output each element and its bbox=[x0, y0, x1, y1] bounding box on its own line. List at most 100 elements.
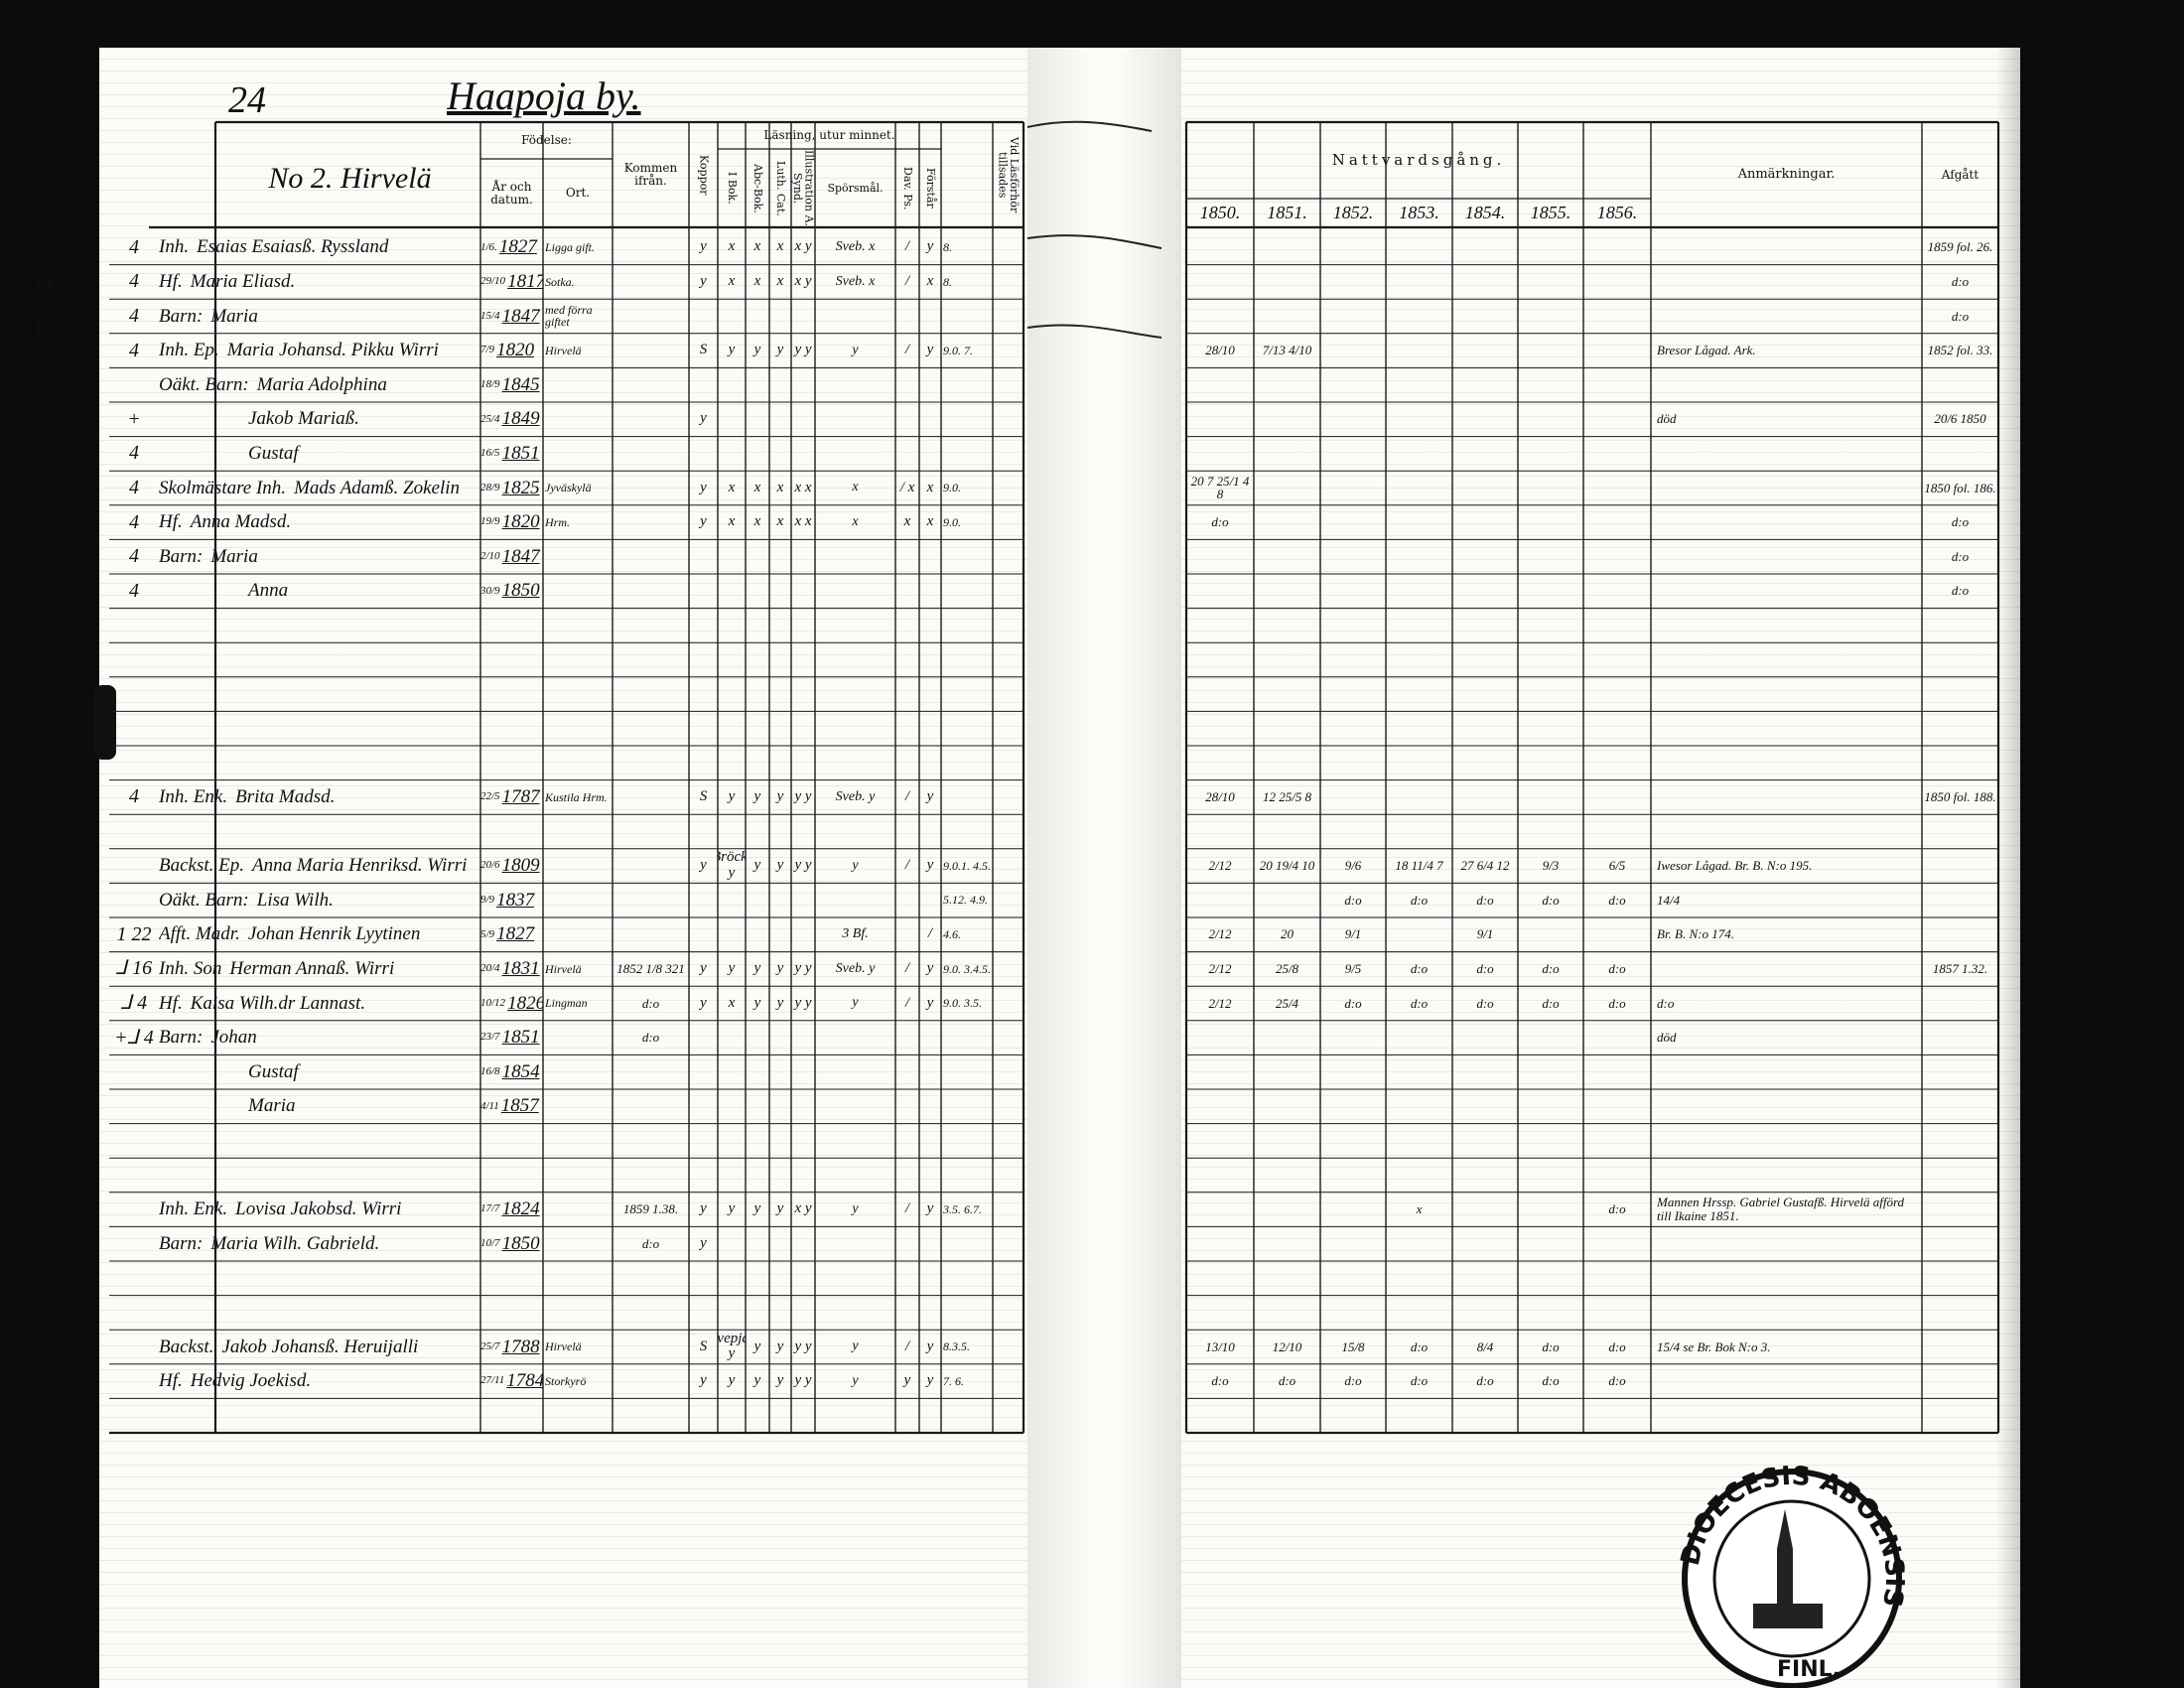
person-cell: Gustaf bbox=[159, 1055, 480, 1089]
reading-mark: y bbox=[753, 857, 761, 874]
reading-mark: x bbox=[728, 994, 736, 1011]
reading-mark: y bbox=[700, 410, 707, 427]
remark: död bbox=[1657, 411, 1677, 427]
person-name: Maria bbox=[210, 305, 258, 327]
reading-mark: x bbox=[753, 238, 761, 255]
birth-day: 15/4 bbox=[480, 309, 500, 322]
birth-day: 30/9 bbox=[480, 584, 500, 597]
reading-mark: / bbox=[927, 925, 933, 942]
remark: Br. B. N:o 174. bbox=[1657, 926, 1734, 942]
communion-date: 2/12 bbox=[1208, 858, 1232, 874]
person-name: Anna Madsd. bbox=[190, 511, 292, 533]
person-cell: Inh. Esaias Esaiasß. Ryssland bbox=[159, 230, 480, 265]
birth-place: Sotka. bbox=[545, 274, 575, 289]
reading-mark: x bbox=[926, 479, 934, 495]
person-name: Gustaf bbox=[248, 1060, 299, 1082]
reading-mark: y y bbox=[794, 1372, 812, 1389]
communion-date: 25/8 bbox=[1275, 961, 1299, 977]
reading-mark: y bbox=[753, 960, 761, 977]
exam-mark: 7. 6. bbox=[943, 1373, 964, 1388]
birth-place: med förra giftet bbox=[545, 302, 593, 330]
birth-day: 28/9 bbox=[480, 481, 500, 493]
person-cell: Backst. Ep. Anna Maria Henriksd. Wirri bbox=[159, 849, 480, 884]
communion-date: 13/10 bbox=[1205, 1338, 1235, 1354]
communion-date: d:o bbox=[1608, 892, 1626, 908]
reading-mark: y bbox=[700, 960, 707, 977]
person-name: Johan bbox=[210, 1027, 257, 1049]
stamp-lower-text: FINL. bbox=[1777, 1657, 1841, 1682]
person-cell: Inh. Enk. Lovisa Jakobsd. Wirri bbox=[159, 1193, 480, 1227]
came-from: 1859 1.38. bbox=[622, 1201, 679, 1217]
communion-date: d:o bbox=[1542, 1338, 1560, 1354]
exam-mark: 9.0.1. 4.5. bbox=[943, 858, 991, 873]
birth-day: 17/7 bbox=[480, 1202, 500, 1215]
header-reading-column: Förstår bbox=[923, 168, 937, 209]
person-cell: Hf. Maria Eliasd. bbox=[159, 265, 480, 300]
birth-year: 1820 bbox=[501, 511, 540, 533]
person-status: Oäkt. Barn: bbox=[159, 373, 249, 395]
birth-date-cell: 19/9 1820 bbox=[480, 505, 543, 540]
reading-mark: Svepjat y bbox=[718, 1330, 746, 1362]
birth-year: 1825 bbox=[501, 477, 540, 498]
birth-year: 1851 bbox=[501, 442, 540, 464]
reading-mark: y bbox=[903, 1372, 911, 1389]
person-status: Inh. Son bbox=[159, 957, 222, 979]
reading-mark: S bbox=[699, 342, 708, 358]
birth-date-cell: 10/12 1826 bbox=[480, 986, 543, 1021]
stamp: DIOECESIS ABOENSIS FINL. bbox=[1676, 1462, 1909, 1688]
communion-date: d:o bbox=[1476, 995, 1494, 1011]
reading-mark: y bbox=[852, 995, 859, 1011]
birth-year: 1809 bbox=[501, 855, 540, 877]
reading-mark: y y bbox=[794, 788, 812, 805]
row-mark: 1 22 bbox=[116, 922, 152, 945]
header-year: 1854. bbox=[1464, 203, 1506, 223]
birth-year: 1850 bbox=[501, 1232, 540, 1254]
reading-mark: Sveb. y bbox=[835, 788, 876, 804]
reading-mark: 3 Bf. bbox=[842, 925, 869, 941]
communion-date: 9/1 bbox=[1476, 926, 1494, 942]
reading-mark: y bbox=[926, 342, 934, 358]
exam-mark: 4.6. bbox=[943, 927, 961, 941]
person-cell: Jakob Mariaß. bbox=[159, 402, 480, 437]
reading-mark: y bbox=[700, 857, 707, 874]
person-status: Inh. Enk. bbox=[159, 1198, 228, 1220]
birth-day: 16/5 bbox=[480, 447, 500, 460]
header-year: 1850. bbox=[1199, 203, 1241, 223]
header-reading-column: Abc-Bok. bbox=[751, 163, 764, 213]
binding bbox=[1027, 48, 1181, 1688]
reading-mark: Sveb. y bbox=[835, 960, 876, 976]
birth-year: 1831 bbox=[501, 957, 540, 979]
birth-year: 1817 bbox=[507, 270, 543, 292]
reading-mark: y bbox=[776, 1372, 784, 1389]
row-mark: 4 bbox=[129, 579, 139, 602]
row-mark: 4 bbox=[129, 476, 139, 498]
person-name: Maria Wilh. Gabrield. bbox=[210, 1232, 380, 1254]
header-year: 1851. bbox=[1267, 203, 1307, 223]
reading-mark: y bbox=[700, 1372, 707, 1389]
reading-mark: x bbox=[728, 238, 736, 255]
communion-date: d:o bbox=[1608, 961, 1626, 977]
reading-mark: x bbox=[903, 513, 911, 530]
reading-mark: y bbox=[926, 994, 934, 1011]
departed: 1857 1.32. bbox=[1932, 961, 1988, 977]
reading-mark: x bbox=[776, 479, 784, 495]
birth-year: 1784 bbox=[506, 1370, 543, 1392]
person-cell: Oäkt. Barn: Lisa Wilh. bbox=[159, 883, 480, 917]
reading-mark: S bbox=[699, 1337, 708, 1354]
birth-day: 22/5 bbox=[480, 790, 500, 803]
birth-day: 1/6. bbox=[480, 240, 497, 253]
reading-mark: y bbox=[728, 788, 736, 805]
reading-mark: y bbox=[753, 342, 761, 358]
person-status: Hf. bbox=[159, 270, 183, 292]
header-remarks: Anmärkningar. bbox=[1737, 167, 1836, 183]
person-name: Lisa Wilh. bbox=[256, 889, 334, 911]
birth-date-cell: 23/7 1851 bbox=[480, 1021, 543, 1055]
reading-mark: / bbox=[904, 1200, 910, 1217]
row-mark: 4 bbox=[129, 339, 139, 361]
communion-date: d:o bbox=[1542, 1373, 1560, 1389]
reading-mark: y bbox=[700, 1234, 707, 1251]
person-status: Barn: bbox=[159, 545, 204, 567]
communion-date: d:o bbox=[1608, 1201, 1626, 1217]
departed: d:o bbox=[1951, 274, 1970, 290]
